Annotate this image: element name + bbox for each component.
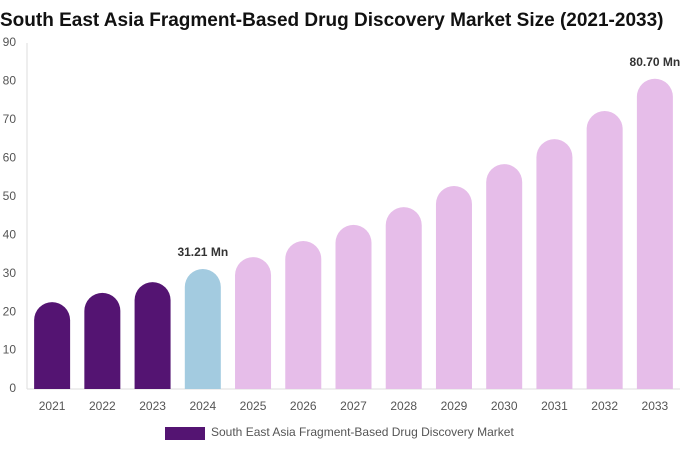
x-tick-label: 2024 <box>189 399 216 413</box>
bar <box>536 139 573 389</box>
x-tick-label: 2027 <box>340 399 367 413</box>
bar <box>335 224 372 389</box>
bar <box>34 302 71 389</box>
bar <box>486 164 523 389</box>
value-label: 80.70 Mn <box>630 55 680 69</box>
x-tick-label: 2026 <box>290 399 317 413</box>
y-tick-label: 90 <box>3 35 17 49</box>
bar <box>435 186 472 389</box>
x-tick-label: 2031 <box>541 399 568 413</box>
x-tick-label: 2021 <box>39 399 66 413</box>
x-tick-label: 2025 <box>240 399 267 413</box>
y-tick-label: 50 <box>3 189 17 203</box>
legend-label: South East Asia Fragment-Based Drug Disc… <box>211 425 514 439</box>
legend-swatch <box>165 427 205 440</box>
y-tick-label: 0 <box>9 381 16 395</box>
y-tick-label: 80 <box>3 74 17 88</box>
bar <box>385 207 422 389</box>
x-tick-label: 2023 <box>139 399 166 413</box>
x-tick-label: 2032 <box>591 399 618 413</box>
bar <box>285 240 322 389</box>
bar <box>235 257 272 389</box>
y-tick-label: 10 <box>3 343 17 357</box>
y-tick-label: 60 <box>3 151 17 165</box>
y-tick-label: 40 <box>3 227 17 241</box>
chart-title: South East Asia Fragment-Based Drug Disc… <box>0 10 663 31</box>
x-tick-label: 2022 <box>89 399 116 413</box>
bar <box>586 111 623 389</box>
bar <box>84 292 121 389</box>
y-tick-label: 20 <box>3 304 17 318</box>
y-tick-label: 70 <box>3 112 17 126</box>
x-tick-label: 2029 <box>441 399 468 413</box>
y-tick-label: 30 <box>3 266 17 280</box>
x-tick-label: 2030 <box>491 399 518 413</box>
x-tick-label: 2028 <box>390 399 417 413</box>
bar <box>636 78 673 389</box>
value-label: 31.21 Mn <box>177 245 228 259</box>
bar <box>184 269 221 389</box>
bar <box>134 282 171 389</box>
x-tick-label: 2033 <box>642 399 669 413</box>
